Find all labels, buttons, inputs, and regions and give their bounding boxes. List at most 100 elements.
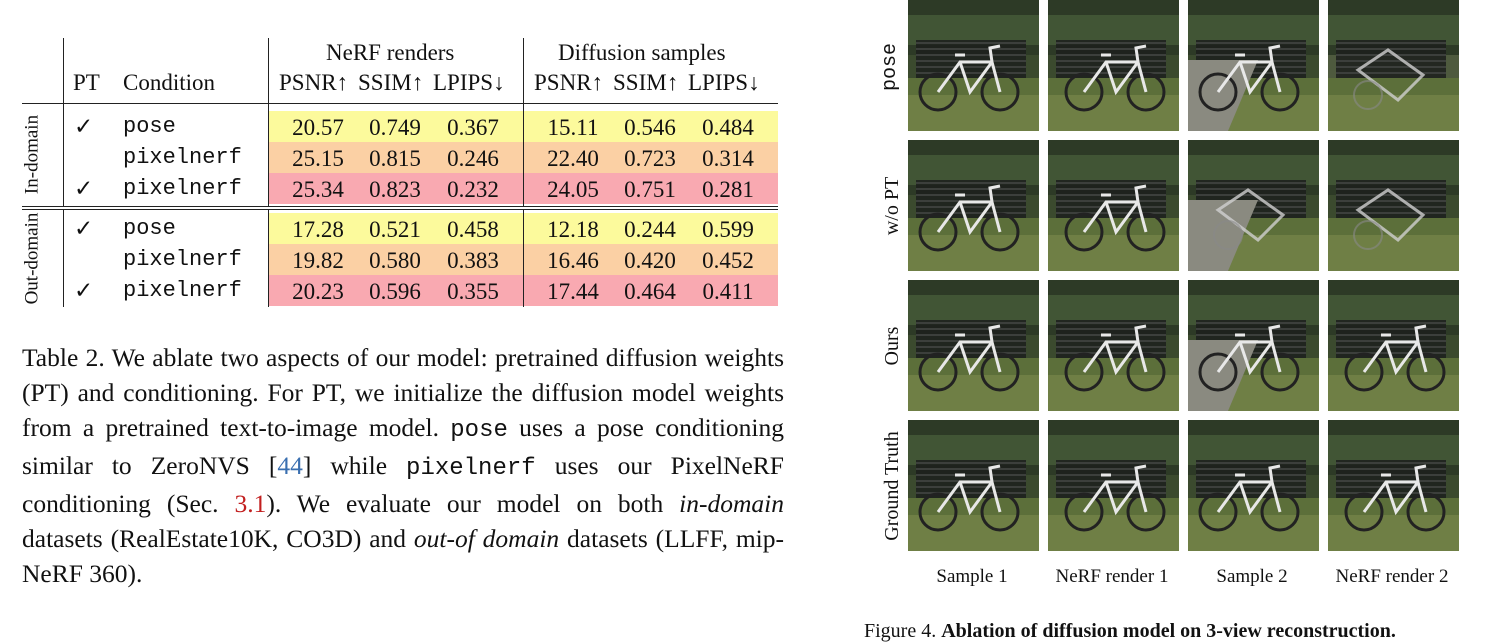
- value-cell: 0.458: [447, 217, 499, 242]
- value-cell: 0.411: [702, 279, 754, 304]
- header-divider-left: [63, 38, 64, 103]
- header-metric: LPIPS↓: [688, 70, 760, 95]
- pt-check: ✓: [74, 216, 94, 241]
- value-cell: 0.420: [624, 248, 676, 273]
- condition-cell: pixelnerf: [123, 278, 242, 303]
- section-label-out-domain: Out-domain: [21, 212, 43, 305]
- value-cell: 25.15: [292, 146, 344, 171]
- value-cell: 0.244: [624, 217, 676, 242]
- value-cell: 0.596: [369, 279, 421, 304]
- reconstruction-image: [908, 140, 1039, 271]
- condition-cell: pixelnerf: [123, 176, 242, 201]
- header-pt: PT: [73, 70, 100, 95]
- pt-check: ✓: [74, 278, 94, 303]
- caption-text: datasets (LLFF, mip-NeRF 360).: [22, 524, 784, 588]
- reconstruction-image: [1188, 280, 1319, 411]
- value-cell: 0.599: [702, 217, 754, 242]
- value-cell: 0.723: [624, 146, 676, 171]
- value-cell: 19.82: [292, 248, 344, 273]
- col-label-sample-1: Sample 1: [936, 566, 1008, 587]
- value-cell: 0.521: [369, 217, 421, 242]
- section-divider-mid: [268, 104, 269, 207]
- figure-4: pose w/o PT Ours Ground Truth Sample 1 N…: [860, 0, 1500, 642]
- value-cell: 0.751: [624, 177, 676, 202]
- reconstruction-image: [1048, 420, 1179, 551]
- section-divider-left: [63, 104, 64, 207]
- value-cell: 15.11: [547, 115, 599, 140]
- caption-text: ] while: [302, 451, 407, 480]
- value-cell: 0.383: [447, 248, 499, 273]
- col-label-sample-2: Sample 2: [1216, 566, 1288, 587]
- condition-cell: pixelnerf: [123, 145, 242, 170]
- value-cell: 0.452: [702, 248, 754, 273]
- value-cell: 12.18: [547, 217, 599, 242]
- reconstruction-image: [908, 420, 1039, 551]
- value-cell: 0.815: [369, 146, 421, 171]
- section-rule-bottom: [22, 209, 778, 210]
- section-rule-top: [22, 206, 778, 207]
- value-cell: 24.05: [547, 177, 599, 202]
- section-divider-mid: [268, 210, 269, 307]
- section-link[interactable]: 3.1: [234, 489, 267, 518]
- value-cell: 16.46: [547, 248, 599, 273]
- caption-text: ). We evaluate our model on both: [266, 489, 680, 518]
- value-cell: 22.40: [547, 146, 599, 171]
- header-condition: Condition: [123, 70, 216, 95]
- value-cell: 20.57: [292, 115, 344, 140]
- reconstruction-image: [908, 280, 1039, 411]
- header-group-nerf: NeRF renders: [326, 40, 455, 65]
- header-rule: [22, 103, 778, 104]
- reconstruction-image: [1188, 140, 1319, 271]
- value-cell: 0.314: [702, 146, 754, 171]
- header-metric: PSNR↑: [534, 70, 604, 95]
- reconstruction-image: [908, 0, 1039, 131]
- header-metric: SSIM↑: [613, 70, 679, 95]
- caption-code: pixelnerf: [406, 455, 536, 482]
- value-cell: 25.34: [292, 177, 344, 202]
- caption-italic: out-of domain: [413, 524, 560, 553]
- row-label-ours: Ours: [881, 326, 903, 366]
- header-metric: SSIM↑: [358, 70, 424, 95]
- reconstruction-image: [1328, 0, 1459, 131]
- value-cell: 0.580: [369, 248, 421, 273]
- row-label-ground-truth: Ground Truth: [881, 431, 903, 541]
- header-metric: LPIPS↓: [433, 70, 505, 95]
- value-cell: 20.23: [292, 279, 344, 304]
- citation-link[interactable]: 44: [277, 451, 303, 480]
- value-cell: 0.367: [447, 115, 499, 140]
- reconstruction-image: [1188, 420, 1319, 551]
- value-cell: 17.44: [547, 279, 599, 304]
- value-cell: 0.355: [447, 279, 499, 304]
- value-cell: 17.28: [292, 217, 344, 242]
- row-label-pose: pose: [879, 43, 902, 92]
- header-metric: PSNR↑: [279, 70, 349, 95]
- value-cell: 0.749: [369, 115, 421, 140]
- figure-caption-prefix: Figure 4.: [864, 620, 942, 642]
- caption-text: datasets (RealEstate10K, CO3D) and: [22, 524, 414, 553]
- section-label-in-domain: In-domain: [21, 114, 43, 195]
- condition-cell: pose: [123, 114, 176, 139]
- value-cell: 0.246: [447, 146, 499, 171]
- value-cell: 0.281: [702, 177, 754, 202]
- condition-cell: pixelnerf: [123, 247, 242, 272]
- header-divider-mid: [268, 38, 269, 103]
- reconstruction-image: [1328, 420, 1459, 551]
- value-cell: 0.546: [624, 115, 676, 140]
- reconstruction-image: [1328, 140, 1459, 271]
- caption-text: uses our PixelNeRF conditioning (Sec.: [22, 451, 784, 518]
- row-label-wo-pt: w/o PT: [881, 176, 903, 236]
- figure-caption-title: Ablation of diffusion model on 3-view re…: [941, 620, 1396, 642]
- reconstruction-image: [1328, 280, 1459, 411]
- header-divider-right: [523, 38, 524, 103]
- caption-text: uses a pose conditioning similar to Zero…: [22, 413, 784, 480]
- pt-check: ✓: [74, 176, 94, 201]
- condition-cell: pose: [123, 216, 176, 241]
- reconstruction-image: [1048, 140, 1179, 271]
- value-cell: 0.484: [702, 115, 754, 140]
- section-divider-right: [523, 210, 524, 307]
- col-label-nerf-render-1: NeRF render 1: [1055, 566, 1169, 587]
- reconstruction-image: [1048, 280, 1179, 411]
- table-caption: Table 2. We ablate two aspects of our mo…: [22, 340, 784, 591]
- reconstruction-image: [1048, 0, 1179, 131]
- caption-italic: in-domain: [679, 489, 784, 518]
